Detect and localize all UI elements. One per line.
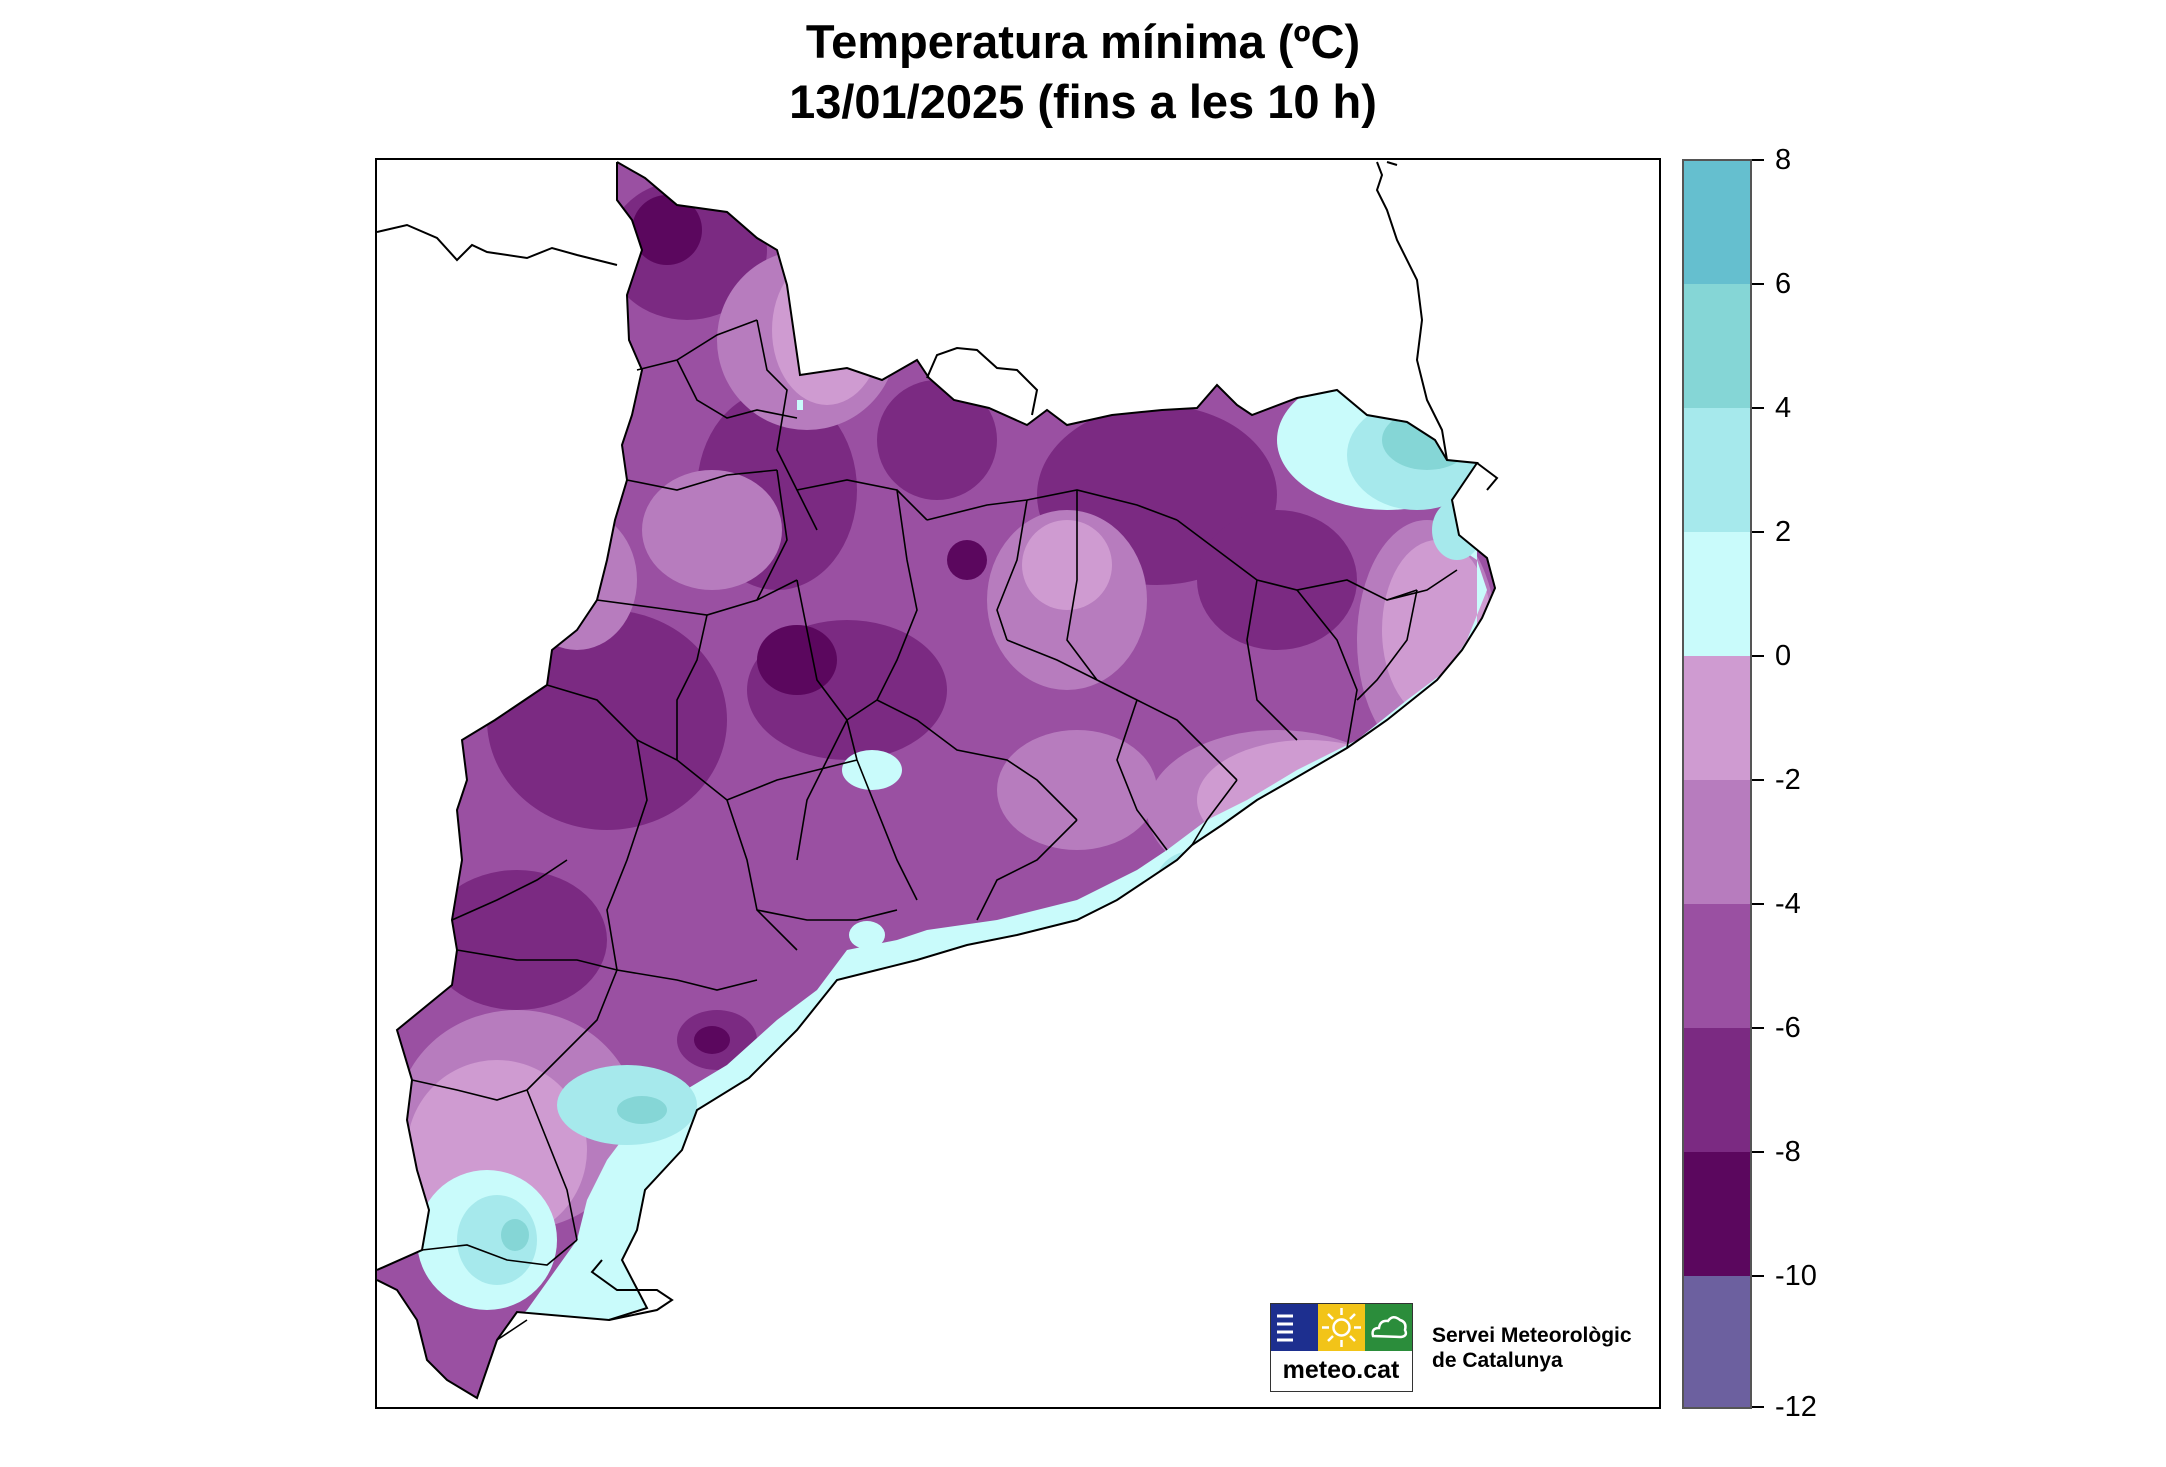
legend-bin-0-2 bbox=[1684, 532, 1750, 656]
legend-tick bbox=[1752, 1406, 1764, 1408]
cloud-icon bbox=[1365, 1304, 1412, 1351]
legend-label: 2 bbox=[1775, 516, 1792, 548]
temperature-map bbox=[375, 158, 1661, 1409]
legend-tick bbox=[1752, 531, 1764, 533]
legend-bin-m2-0 bbox=[1684, 656, 1750, 780]
waves-icon bbox=[1271, 1304, 1318, 1351]
legend-label: 8 bbox=[1775, 144, 1792, 176]
legend-tick bbox=[1752, 1151, 1764, 1153]
legend-bin-m12-m10 bbox=[1684, 1276, 1750, 1407]
legend-bin-m10-m8 bbox=[1684, 1152, 1750, 1276]
legend-label: -12 bbox=[1775, 1391, 1817, 1423]
legend-bin-m4-m2 bbox=[1684, 780, 1750, 904]
legend-bin-6-8 bbox=[1684, 161, 1750, 284]
sun-icon bbox=[1318, 1304, 1365, 1351]
organization-name-line2: de Catalunya bbox=[1432, 1349, 1563, 1372]
legend-bin-4-6 bbox=[1684, 284, 1750, 408]
legend-label: -6 bbox=[1775, 1012, 1801, 1044]
legend-label: 0 bbox=[1775, 640, 1792, 672]
legend-label: -4 bbox=[1775, 888, 1801, 920]
legend-tick bbox=[1752, 779, 1764, 781]
legend-label: -2 bbox=[1775, 764, 1801, 796]
legend-bin-2-4 bbox=[1684, 408, 1750, 532]
legend-label: 6 bbox=[1775, 268, 1792, 300]
legend-tick bbox=[1752, 1275, 1764, 1277]
legend-label: -8 bbox=[1775, 1136, 1801, 1168]
organization-name-line1: Servei Meteorològic bbox=[1432, 1324, 1632, 1347]
logo-text: meteo.cat bbox=[1282, 1356, 1400, 1384]
map-date: 13/01/2025 (fins a les 10 h) bbox=[789, 75, 1377, 128]
map-title: Temperatura mínima (ºC) bbox=[805, 15, 1361, 68]
color-legend bbox=[1682, 159, 1752, 1409]
legend-bin-m8-m6 bbox=[1684, 1028, 1750, 1152]
legend-tick bbox=[1752, 903, 1764, 905]
legend-tick bbox=[1752, 159, 1764, 161]
legend-tick bbox=[1752, 1027, 1764, 1029]
legend-label: -10 bbox=[1775, 1260, 1817, 1292]
legend-tick bbox=[1752, 655, 1764, 657]
legend-bin-m6-m4 bbox=[1684, 904, 1750, 1028]
meteocat-logo: meteo.cat bbox=[1270, 1303, 1413, 1392]
legend-tick bbox=[1752, 283, 1764, 285]
legend-label: 4 bbox=[1775, 392, 1792, 424]
legend-tick bbox=[1752, 407, 1764, 409]
